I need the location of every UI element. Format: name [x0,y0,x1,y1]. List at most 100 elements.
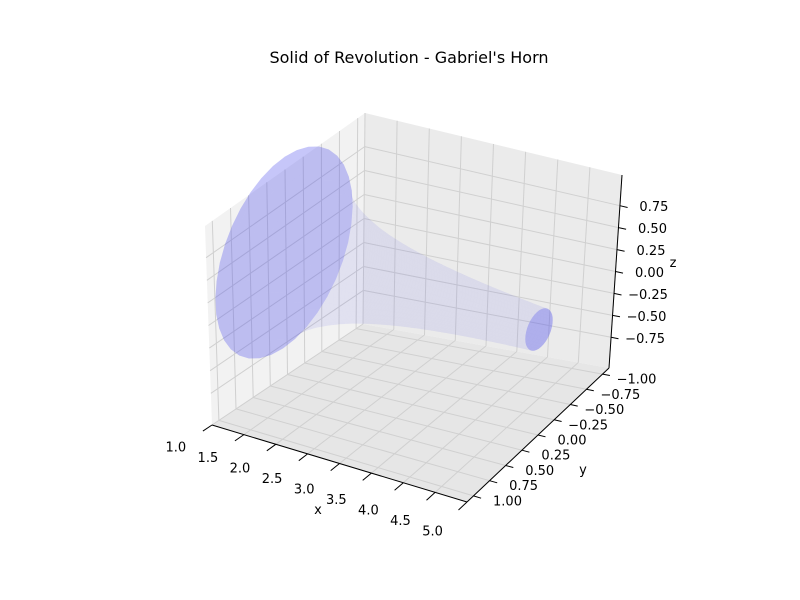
surface-patch [515,297,521,301]
surface-patch [351,252,360,262]
surface-patch [449,312,456,318]
surface-patch [534,304,540,306]
surface-patch [536,304,542,307]
surface-patch [510,319,516,324]
surface-patch [391,305,399,312]
surface-patch [388,311,394,317]
surface-patch [463,290,470,296]
surface-patch [518,329,523,335]
surface-patch [495,288,501,291]
surface-patch [350,277,356,286]
surface-patch [508,293,514,296]
surface-patch [286,329,297,333]
surface-patch [359,307,365,313]
surface-patch [405,294,412,302]
surface-patch [341,301,351,310]
surface-patch [489,295,495,300]
surface-patch [425,285,431,293]
surface-patch [427,279,432,287]
surface-patch [495,341,502,343]
surface-patch [400,244,406,251]
surface-patch [381,310,387,316]
surface-patch [356,301,365,309]
surface-patch [376,276,383,287]
surface-patch [465,335,472,337]
surface-patch [475,284,482,288]
surface-patch [532,345,538,348]
surface-patch [400,266,408,273]
surface-patch [525,302,532,305]
surface-patch [308,210,319,220]
surface-patch [399,250,407,255]
surface-patch [468,324,472,329]
surface-patch [435,261,442,265]
surface-patch [454,295,459,302]
surface-patch [469,285,476,289]
surface-patch [482,338,488,341]
surface-patch [524,300,530,302]
surface-patch [490,288,495,293]
surface-patch [407,325,414,328]
surface-patch [297,316,306,323]
surface-patch [477,314,483,320]
surface-patch [336,319,344,323]
surface-patch [325,303,331,311]
surface-patch [289,209,301,223]
surface-patch [421,316,429,322]
surface-patch [356,282,364,293]
surface-patch [422,258,429,262]
surface-patch [305,316,314,322]
surface-patch [433,274,441,280]
surface-patch [514,302,521,306]
surface-patch [419,283,425,291]
surface-patch [466,278,471,283]
surface-patch [355,203,361,215]
surface-patch [474,279,480,283]
surface-patch [486,284,492,288]
surface-patch [334,170,343,180]
surface-patch [387,273,394,282]
surface-patch [333,291,343,304]
surface-patch [497,315,502,321]
surface-patch [519,342,526,345]
surface-patch [448,323,453,328]
surface-patch [451,324,456,329]
surface-patch [455,331,463,334]
surface-patch [362,211,369,220]
surface-patch [365,223,374,226]
surface-patch [547,326,552,332]
surface-patch [363,243,372,250]
surface-patch [359,229,362,244]
surface-patch [531,338,537,342]
surface-patch [384,260,389,270]
surface-patch [423,255,429,261]
surface-patch [362,223,366,236]
surface-patch [483,295,487,301]
surface-patch [402,285,408,293]
surface-patch [352,218,355,235]
surface-patch [242,318,252,330]
surface-patch [512,295,518,300]
surface-patch [377,287,385,296]
surface-patch [380,322,388,325]
surface-patch [358,320,366,323]
surface-patch [357,227,367,232]
surface-patch [331,320,341,325]
surface-patch [416,312,421,318]
surface-patch [441,321,446,327]
surface-patch [368,223,373,234]
surface-patch [381,292,387,300]
surface-patch [382,315,388,320]
surface-patch [293,302,299,311]
surface-patch [494,292,499,298]
surface-patch [530,308,536,312]
surface-patch [385,316,394,321]
surface-patch [384,269,390,280]
surface-patch [529,303,534,308]
surface-patch [436,275,444,281]
surface-patch [365,237,374,244]
surface-patch [499,292,504,296]
surface-patch [219,325,231,341]
surface-patch [509,298,514,303]
grid-line-z [363,218,616,272]
